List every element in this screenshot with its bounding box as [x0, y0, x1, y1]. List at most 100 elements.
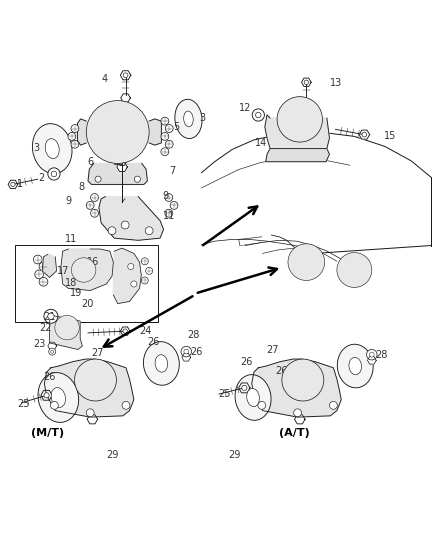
- Circle shape: [50, 401, 58, 409]
- Circle shape: [141, 258, 148, 265]
- Text: 25: 25: [218, 389, 231, 399]
- Circle shape: [141, 277, 148, 284]
- Circle shape: [123, 329, 127, 333]
- Polygon shape: [41, 390, 52, 400]
- Polygon shape: [265, 115, 329, 149]
- Circle shape: [131, 281, 137, 287]
- Polygon shape: [149, 119, 161, 145]
- Circle shape: [74, 359, 117, 401]
- Circle shape: [161, 148, 169, 156]
- Circle shape: [68, 133, 76, 140]
- Ellipse shape: [143, 342, 179, 385]
- Polygon shape: [78, 119, 86, 145]
- Text: 9: 9: [162, 191, 168, 201]
- Text: 1: 1: [17, 180, 23, 189]
- Text: 26: 26: [147, 337, 159, 346]
- Ellipse shape: [184, 111, 193, 127]
- Text: 22: 22: [39, 324, 52, 334]
- Circle shape: [86, 409, 94, 417]
- Text: 24: 24: [140, 326, 152, 336]
- Circle shape: [293, 370, 312, 390]
- Circle shape: [39, 262, 48, 271]
- Text: 9: 9: [65, 196, 71, 206]
- Circle shape: [252, 109, 265, 121]
- Polygon shape: [49, 316, 82, 350]
- Text: 18: 18: [65, 278, 78, 288]
- Circle shape: [367, 350, 377, 360]
- Circle shape: [184, 349, 189, 354]
- Text: 26: 26: [191, 346, 203, 357]
- Circle shape: [258, 401, 266, 409]
- Text: 4: 4: [101, 74, 107, 84]
- Circle shape: [49, 348, 56, 355]
- Text: 28: 28: [187, 330, 200, 341]
- Ellipse shape: [38, 373, 79, 422]
- Circle shape: [288, 365, 318, 395]
- Ellipse shape: [45, 139, 59, 159]
- Polygon shape: [359, 130, 370, 139]
- Text: 17: 17: [57, 266, 69, 276]
- Text: 13: 13: [330, 78, 343, 88]
- Circle shape: [95, 176, 101, 182]
- Circle shape: [329, 401, 337, 409]
- Circle shape: [86, 201, 94, 209]
- Circle shape: [304, 80, 308, 84]
- Circle shape: [181, 346, 191, 357]
- Ellipse shape: [235, 375, 271, 421]
- Polygon shape: [8, 180, 18, 189]
- Ellipse shape: [349, 357, 361, 375]
- Text: 20: 20: [81, 298, 94, 309]
- Text: 3: 3: [199, 113, 205, 123]
- Text: 10: 10: [113, 157, 126, 167]
- Circle shape: [71, 125, 79, 133]
- Polygon shape: [48, 342, 57, 350]
- Polygon shape: [118, 158, 127, 165]
- Polygon shape: [121, 94, 131, 102]
- Circle shape: [33, 255, 42, 264]
- Circle shape: [48, 313, 54, 319]
- Circle shape: [298, 254, 314, 270]
- Circle shape: [370, 352, 374, 357]
- Circle shape: [161, 117, 169, 125]
- Polygon shape: [87, 415, 98, 424]
- Text: 21: 21: [43, 312, 56, 322]
- Polygon shape: [61, 249, 113, 290]
- Circle shape: [346, 262, 362, 278]
- Circle shape: [51, 171, 57, 176]
- Circle shape: [362, 132, 367, 137]
- Polygon shape: [42, 254, 57, 277]
- Circle shape: [39, 277, 48, 286]
- Text: 27: 27: [266, 345, 279, 356]
- Bar: [14, 245, 158, 322]
- Circle shape: [288, 244, 325, 280]
- Text: 12: 12: [239, 103, 251, 114]
- Circle shape: [103, 118, 132, 146]
- Circle shape: [337, 253, 372, 287]
- Text: 19: 19: [70, 288, 82, 298]
- Text: 6: 6: [87, 157, 93, 167]
- Text: 11: 11: [65, 235, 78, 245]
- Text: 29: 29: [106, 450, 119, 460]
- Circle shape: [165, 125, 173, 133]
- Text: 3: 3: [33, 143, 39, 153]
- Text: (A/T): (A/T): [279, 429, 310, 438]
- Circle shape: [170, 201, 178, 209]
- Circle shape: [242, 385, 247, 391]
- Circle shape: [146, 268, 152, 274]
- Polygon shape: [44, 359, 134, 417]
- Polygon shape: [301, 78, 311, 86]
- Ellipse shape: [155, 355, 168, 372]
- Text: 2: 2: [38, 173, 44, 183]
- Circle shape: [282, 359, 324, 401]
- Circle shape: [161, 133, 169, 140]
- Text: 5: 5: [173, 122, 180, 132]
- Ellipse shape: [175, 99, 202, 139]
- Polygon shape: [88, 164, 148, 184]
- Polygon shape: [252, 359, 341, 417]
- Circle shape: [123, 73, 128, 78]
- Circle shape: [44, 309, 58, 323]
- Ellipse shape: [51, 387, 66, 407]
- Text: 26: 26: [43, 372, 56, 382]
- Circle shape: [55, 316, 79, 340]
- Circle shape: [290, 109, 310, 130]
